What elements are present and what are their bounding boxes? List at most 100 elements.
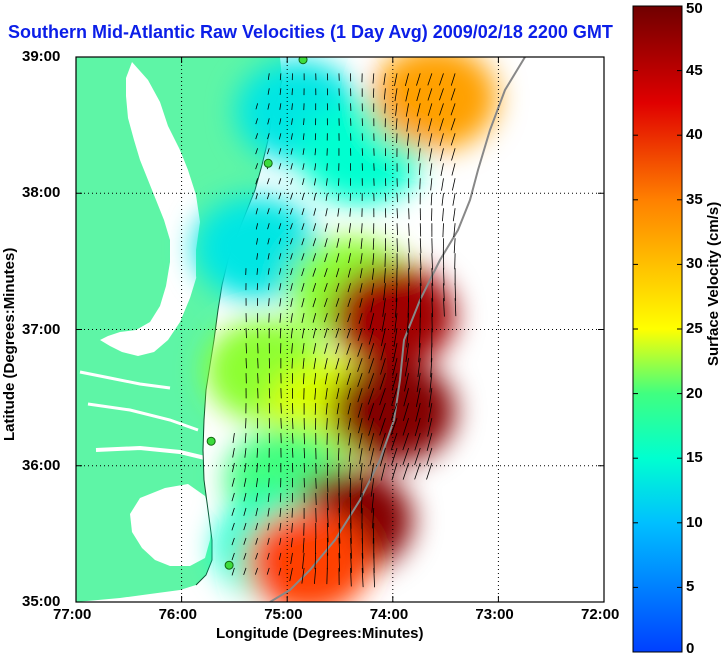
velocity-arrow	[335, 268, 340, 278]
velocity-arrow	[357, 328, 363, 342]
velocity-arrow	[371, 492, 375, 513]
velocity-arrow	[431, 283, 434, 302]
velocity-arrow	[290, 208, 293, 215]
velocity-arrow	[325, 388, 328, 400]
velocity-arrow	[358, 313, 363, 324]
velocity-arrow	[290, 238, 293, 245]
velocity-arrow	[416, 103, 421, 117]
velocity-arrow	[368, 343, 375, 359]
velocity-arrow	[324, 283, 328, 292]
velocity-arrow	[268, 477, 270, 488]
velocity-arrow	[380, 328, 386, 347]
velocity-arrow	[267, 103, 270, 110]
velocity-arrow	[289, 567, 293, 582]
velocity-arrow	[267, 537, 270, 545]
velocity-arrow	[393, 328, 398, 347]
radar-site-marker	[224, 560, 234, 570]
velocity-arrow	[290, 193, 293, 200]
velocity-arrow	[452, 193, 456, 206]
velocity-arrow	[380, 357, 386, 375]
velocity-arrow	[255, 552, 259, 560]
velocity-arrow	[335, 328, 340, 338]
velocity-arrow	[416, 88, 421, 102]
colorbar-tick-label: 40	[686, 126, 703, 144]
velocity-arrow	[279, 522, 282, 531]
velocity-arrow	[428, 118, 433, 132]
velocity-arrow	[267, 552, 270, 560]
velocity-arrow	[313, 193, 317, 201]
velocity-arrow	[231, 507, 235, 516]
velocity-arrow	[278, 208, 282, 215]
velocity-arrow	[326, 507, 329, 528]
velocity-arrow	[338, 522, 341, 544]
velocity-arrow	[279, 103, 282, 110]
velocity-arrow	[267, 223, 270, 230]
velocity-arrow	[358, 432, 363, 449]
velocity-arrow	[267, 88, 270, 95]
velocity-arrow	[313, 567, 317, 584]
colorbar-tick-label: 50	[686, 0, 703, 17]
velocity-arrow	[347, 313, 351, 323]
velocity-arrow	[279, 283, 282, 291]
velocity-arrow	[431, 268, 434, 286]
velocity-arrow	[338, 507, 341, 529]
velocity-arrow	[347, 283, 351, 293]
radar-site-marker	[263, 158, 273, 168]
velocity-arrow	[302, 148, 305, 155]
velocity-arrow	[325, 403, 328, 415]
velocity-arrow	[379, 372, 386, 390]
velocity-arrow	[278, 148, 282, 155]
velocity-arrow	[372, 253, 375, 265]
velocity-arrow	[232, 447, 235, 458]
velocity-arrow	[381, 313, 386, 332]
velocity-arrow	[394, 88, 398, 102]
velocity-arrow	[301, 208, 305, 216]
velocity-arrow	[395, 118, 398, 130]
velocity-arrow	[406, 118, 410, 132]
velocity-arrow	[450, 133, 456, 146]
velocity-arrow	[279, 313, 282, 323]
velocity-arrow	[392, 343, 398, 362]
velocity-arrow	[302, 358, 305, 369]
velocity-arrow	[402, 402, 410, 421]
x-tick-label: 72:00	[581, 606, 620, 623]
velocity-arrow	[290, 552, 293, 564]
velocity-arrow	[368, 372, 375, 389]
colorbar-tick-label: 15	[686, 449, 703, 467]
velocity-arrow	[357, 372, 363, 387]
velocity-arrow	[243, 477, 247, 487]
velocity-arrow	[419, 283, 422, 302]
velocity-arrow	[290, 148, 293, 155]
colorbar-label: Surface Velocity (cm/s)	[705, 201, 722, 366]
velocity-arrow	[349, 208, 351, 217]
velocity-arrow	[231, 522, 235, 531]
velocity-arrow	[325, 208, 328, 217]
velocity-arrow	[348, 253, 351, 264]
chesapeake-bay	[100, 62, 204, 356]
velocity-arrow	[404, 358, 410, 377]
velocity-arrow	[338, 552, 340, 572]
velocity-arrow	[314, 163, 317, 171]
velocity-arrow	[368, 357, 375, 374]
velocity-arrow	[290, 298, 293, 307]
velocity-arrow	[315, 477, 317, 489]
velocity-arrow	[367, 387, 375, 405]
velocity-arrow	[426, 432, 433, 452]
velocity-arrow	[302, 163, 305, 170]
velocity-arrow	[314, 388, 317, 400]
velocity-arrow	[301, 313, 305, 323]
velocity-arrow	[427, 73, 433, 86]
velocity-arrow	[360, 492, 363, 514]
velocity-arrow	[379, 432, 386, 451]
velocity-arrow	[407, 133, 410, 146]
velocity-arrow	[267, 268, 270, 275]
velocity-arrow	[231, 477, 235, 487]
velocity-arrow	[256, 238, 259, 245]
velocity-arrow	[402, 432, 410, 451]
velocity-arrow	[383, 73, 386, 85]
velocity-arrow	[324, 253, 328, 263]
velocity-arrow	[426, 447, 433, 466]
river-outline	[87, 402, 199, 432]
velocity-arrow	[243, 522, 247, 531]
velocity-arrow	[408, 253, 410, 270]
